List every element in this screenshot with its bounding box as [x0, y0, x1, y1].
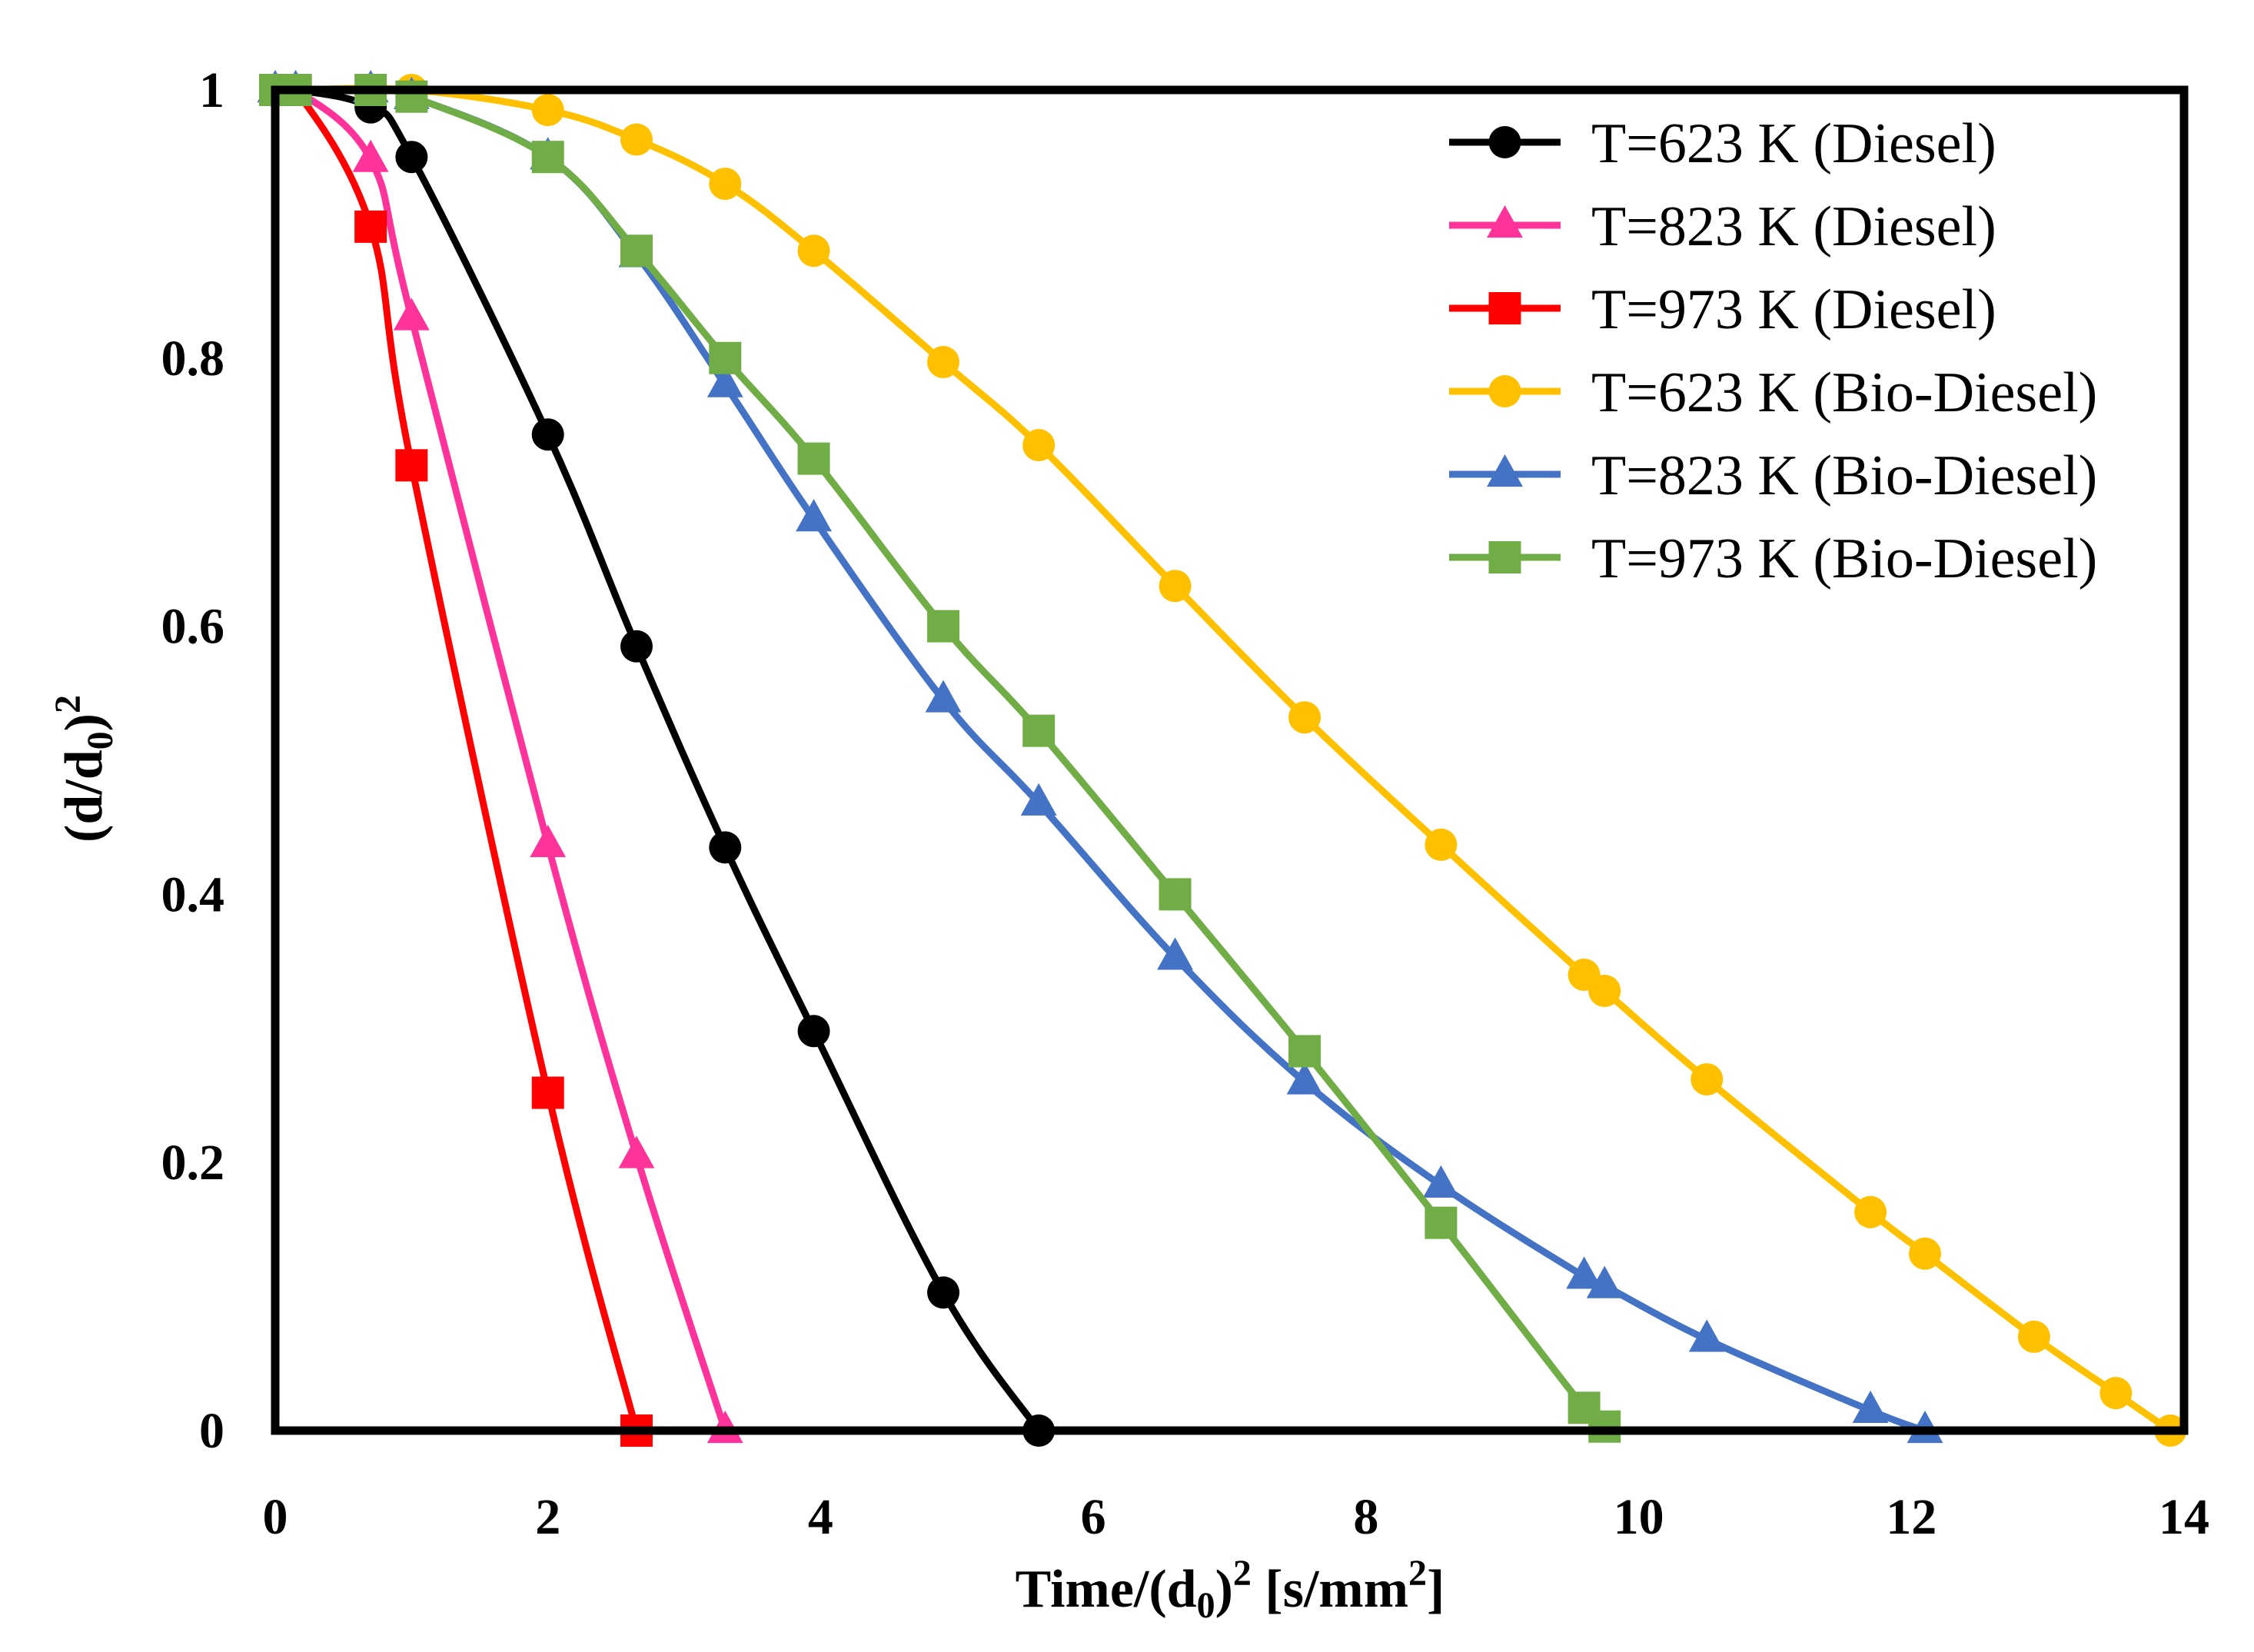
- y-tick-label: 0: [199, 1403, 224, 1459]
- data-point: [1690, 1063, 1724, 1096]
- plot-area-frame: [271, 85, 2189, 1435]
- legend-label: T=823 K (Diesel): [1591, 195, 1996, 258]
- data-point: [706, 364, 743, 397]
- y-axis-title: (d/d0)2: [48, 695, 121, 843]
- legend-marker: [1487, 205, 1523, 238]
- data-point: [1286, 1062, 1323, 1095]
- data-point: [797, 234, 830, 268]
- data-point: [1423, 1165, 1459, 1198]
- data-point: [1588, 974, 1621, 1007]
- data-point: [709, 831, 742, 864]
- legend-entry: T=623 K (Bio-Diesel): [1449, 361, 2097, 424]
- legend: T=623 K (Diesel) T=823 K (Diesel) T=973 K …: [1449, 112, 2097, 590]
- y-tick-label: 0.4: [161, 866, 225, 922]
- data-point: [1288, 1035, 1321, 1068]
- data-point: [530, 824, 567, 857]
- x-tick-label: 6: [1081, 1489, 1106, 1545]
- y-tick-label: 1: [199, 62, 224, 118]
- data-point: [709, 168, 742, 201]
- data-point: [927, 1276, 960, 1309]
- legend-marker: [1488, 292, 1521, 324]
- legend-marker: [1487, 454, 1523, 487]
- legend-entry: T=623 K (Diesel): [1449, 112, 1996, 175]
- data-point: [709, 341, 742, 374]
- legend-label: T=823 K (Bio-Diesel): [1591, 444, 2097, 507]
- x-axis-title: Time/(d0)2 [s/mm2]: [1016, 1553, 1445, 1626]
- legend-marker: [1488, 126, 1521, 158]
- data-point: [927, 346, 960, 379]
- data-point: [927, 610, 960, 643]
- data-point: [395, 449, 428, 482]
- data-point: [531, 1076, 564, 1109]
- data-point: [1022, 714, 1056, 747]
- legend-label: T=623 K (Diesel): [1591, 112, 1996, 175]
- data-point: [618, 1135, 655, 1168]
- series-6: [259, 74, 1621, 1443]
- y-tick-label: 0.6: [161, 599, 225, 655]
- data-point: [1425, 1206, 1458, 1239]
- data-point: [1159, 570, 1192, 603]
- x-tick-label: 4: [808, 1489, 833, 1545]
- x-tick-label: 10: [1614, 1489, 1664, 1545]
- data-point: [1852, 1390, 1889, 1423]
- tick-labels: 0 2 4 6 8 10 12 14 0 0.2 0.4 0.6 0.8 1: [161, 62, 2210, 1545]
- data-point: [1854, 1195, 1887, 1228]
- data-point: [1909, 1237, 1942, 1270]
- data-point: [1020, 783, 1057, 816]
- legend-label: T=973 K (Diesel): [1591, 278, 1996, 341]
- data-point: [1566, 1256, 1603, 1289]
- series-line: [271, 85, 2174, 1434]
- y-tick-label: 0.2: [161, 1135, 225, 1191]
- data-point: [1688, 1319, 1725, 1352]
- x-tick-label: 14: [2159, 1489, 2209, 1545]
- y-tick-label: 0.8: [161, 331, 225, 387]
- data-point: [1159, 878, 1192, 911]
- data-point: [1157, 937, 1193, 970]
- legend-entry: T=823 K (Diesel): [1449, 195, 1996, 258]
- data-point: [620, 630, 653, 663]
- data-point: [620, 123, 653, 156]
- data-point: [531, 418, 564, 451]
- data-point: [797, 442, 830, 475]
- data-point: [797, 1015, 830, 1048]
- legend-entry: T=973 K (Bio-Diesel): [1449, 527, 2097, 590]
- data-point: [395, 80, 428, 113]
- legend-marker: [1488, 375, 1521, 407]
- data-point: [393, 297, 430, 331]
- data-point: [395, 141, 428, 174]
- series-line: [271, 75, 640, 1434]
- data-point: [354, 210, 387, 243]
- data-point: [531, 94, 564, 127]
- x-tick-label: 2: [535, 1489, 560, 1545]
- data-point: [2099, 1377, 2133, 1410]
- x-tick-label: 8: [1353, 1489, 1378, 1545]
- x-tick-label: 12: [1886, 1489, 1937, 1545]
- legend-entry: T=973 K (Diesel): [1449, 278, 1996, 341]
- legend-label: T=973 K (Bio-Diesel): [1591, 527, 2097, 590]
- data-point: [925, 680, 962, 713]
- x-tick-label: 0: [263, 1489, 288, 1545]
- legend-marker: [1488, 541, 1521, 573]
- series-line: [271, 81, 729, 1434]
- data-point: [352, 139, 389, 172]
- data-point: [1288, 701, 1321, 734]
- legend-label: T=623 K (Bio-Diesel): [1591, 361, 2097, 424]
- data-point: [620, 234, 653, 268]
- legend-entry: T=823 K (Bio-Diesel): [1449, 444, 2097, 507]
- data-point: [2017, 1320, 2050, 1353]
- data-point: [1425, 828, 1458, 861]
- data-point: [1586, 1265, 1623, 1298]
- data-point: [531, 141, 564, 174]
- data-point: [796, 499, 832, 532]
- data-point: [1022, 429, 1056, 462]
